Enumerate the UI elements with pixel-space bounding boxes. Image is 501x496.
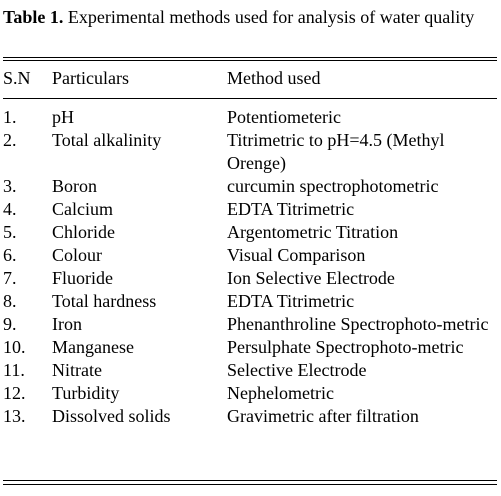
cell-sn: 4. <box>3 199 17 219</box>
table-body: 1. pH Potentiometeric 2. Total alkalinity Tit… <box>0 106 501 428</box>
table-row: 9. Iron Phenanthroline Spectrophoto-metric <box>0 313 501 336</box>
cell-particular: Nitrate <box>52 360 102 380</box>
cell-method: EDTA Titrimetric <box>227 291 355 311</box>
bottom-rule-outer <box>3 484 497 485</box>
cell-sn: 13. <box>3 406 26 426</box>
cell-method: Gravimetric after filtration <box>227 406 419 426</box>
table-header-row: S.N Particulars Method used <box>0 67 501 89</box>
cell-particular: Boron <box>52 176 97 196</box>
cell-sn: 2. <box>3 130 17 150</box>
cell-method: curcumin spectrophotometric <box>227 176 439 196</box>
cell-method: Persulphate Spectrophoto-metric <box>227 337 464 357</box>
cell-particular: Total hardness <box>52 291 157 311</box>
cell-sn: 3. <box>3 176 17 196</box>
table-row: 8. Total hardness EDTA Titrimetric <box>0 290 501 313</box>
cell-method: Argentometric Titration <box>227 222 399 242</box>
cell-method: EDTA Titrimetric <box>227 199 355 219</box>
cell-particular: Dissolved solids <box>52 406 171 426</box>
cell-method: Selective Electrode <box>227 360 367 380</box>
cell-particular: Fluoride <box>52 268 113 288</box>
table-row: 11. Nitrate Selective Electrode <box>0 359 501 382</box>
cell-particular: Total alkalinity <box>52 130 162 150</box>
cell-method: Visual Comparison <box>227 245 366 265</box>
bottom-rule <box>3 480 497 481</box>
cell-particular: Iron <box>52 314 82 334</box>
header-particulars: Particulars <box>52 68 129 88</box>
cell-method: Nephelometric <box>227 383 334 403</box>
cell-sn: 11. <box>3 360 25 380</box>
cell-sn: 7. <box>3 268 17 288</box>
top-rule-inner <box>3 60 497 61</box>
table-row: 7. Fluoride Ion Selective Electrode <box>0 267 501 290</box>
table-row: 13. Dissolved solids Gravimetric after fil… <box>0 405 501 428</box>
cell-sn: 12. <box>3 383 26 403</box>
cell-particular: Colour <box>52 245 103 265</box>
cell-particular: Calcium <box>52 199 113 219</box>
cell-sn: 8. <box>3 291 17 311</box>
cell-particular: Chloride <box>52 222 115 242</box>
table-row: 3. Boron curcumin spectrophotometric <box>0 175 501 198</box>
header-rule <box>3 98 497 99</box>
cell-sn: 10. <box>3 337 26 357</box>
cell-method: Phenanthroline Spectrophoto-metric <box>227 314 489 334</box>
cell-method: Potentiometeric <box>227 107 341 127</box>
caption-label: Table 1. <box>3 7 64 27</box>
table-row: 1. pH Potentiometeric <box>0 106 501 129</box>
cell-sn: 6. <box>3 245 17 265</box>
header-sn: S.N <box>3 68 31 88</box>
top-rule <box>3 57 497 58</box>
cell-particular: Manganese <box>52 337 134 357</box>
table-row: 2. Total alkalinity Titrimetric to pH=4.5 … <box>0 129 501 175</box>
table-row: 10. Manganese Persulphate Spectrophoto-met… <box>0 336 501 359</box>
table-caption: Table 1. Experimental methods used for a… <box>3 6 497 28</box>
table-row: 6. Colour Visual Comparison <box>0 244 501 267</box>
table-row: 5. Chloride Argentometric Titration <box>0 221 501 244</box>
cell-sn: 5. <box>3 222 17 242</box>
cell-sn: 9. <box>3 314 17 334</box>
cell-particular: pH <box>52 107 74 127</box>
cell-particular: Turbidity <box>52 383 120 403</box>
table-row: 4. Calcium EDTA Titrimetric <box>0 198 501 221</box>
cell-method: Titrimetric to pH=4.5 (Methyl Orenge) <box>227 130 445 173</box>
table-row: 12. Turbidity Nephelometric <box>0 382 501 405</box>
cell-method: Ion Selective Electrode <box>227 268 395 288</box>
cell-sn: 1. <box>3 107 17 127</box>
header-method: Method used <box>227 68 321 88</box>
caption-text: Experimental methods used for analysis o… <box>63 7 475 27</box>
